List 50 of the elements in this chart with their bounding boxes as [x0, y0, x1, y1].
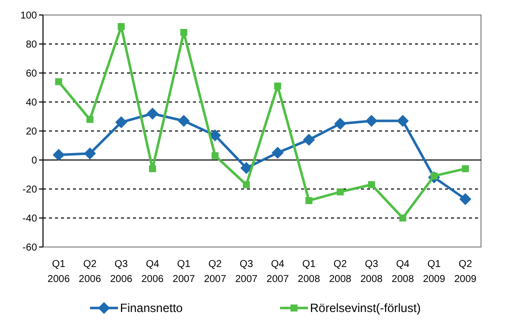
- point: [305, 197, 312, 204]
- x-tick-label: Q2 2006: [78, 259, 102, 285]
- y-tick-label: -60: [22, 242, 38, 254]
- point: [146, 108, 158, 120]
- y-tick-label: 100: [20, 10, 38, 22]
- point: [149, 165, 156, 172]
- point: [396, 114, 409, 127]
- point: [274, 82, 282, 90]
- x-tick-label: Q1 2007: [172, 259, 196, 285]
- legend-label: Rörelsevinst(-förlust): [310, 301, 421, 316]
- point: [462, 165, 469, 172]
- point: [368, 181, 375, 188]
- x-tick-label: Q2 2007: [204, 259, 227, 285]
- x-tick-label: Q1 2009: [422, 259, 446, 285]
- x-tick-label: Q4 2007: [266, 259, 290, 285]
- y-tick-label: 60: [26, 68, 38, 80]
- point: [459, 193, 472, 206]
- x-tick-label: Q3 2006: [110, 259, 133, 285]
- x-tick-label: Q4 2008: [392, 259, 414, 285]
- y-tick-label: 20: [26, 126, 38, 138]
- point: [240, 162, 252, 174]
- x-tick-label: Q3 2007: [235, 259, 258, 285]
- point: [115, 116, 128, 128]
- point: [302, 134, 315, 146]
- x-tick-label: Q2 2009: [454, 259, 477, 285]
- y-tick-label: 80: [26, 40, 38, 50]
- point: [336, 188, 344, 196]
- point: [84, 147, 96, 160]
- point: [52, 148, 65, 161]
- y-tick-label: 40: [26, 98, 38, 108]
- x-tick-label: Q4 2006: [141, 259, 164, 285]
- point: [178, 114, 190, 127]
- x-tick-label: Q1 2006: [48, 259, 70, 285]
- x-tick-label: Q1 2008: [298, 259, 320, 285]
- point: [272, 146, 284, 159]
- x-tick-label: Q2 2008: [329, 259, 352, 285]
- point: [212, 152, 219, 160]
- point: [86, 116, 94, 123]
- y-tick-label: 0: [31, 156, 38, 166]
- point: [366, 114, 378, 127]
- y-tick-label: -40: [22, 214, 38, 224]
- x-tick-label: Q3 2008: [360, 259, 384, 285]
- point: [334, 118, 346, 130]
- point: [118, 23, 125, 30]
- legend-label: Finansnetto: [120, 301, 184, 316]
- point: [55, 78, 62, 86]
- point: [399, 214, 406, 222]
- y-tick-label: -20: [22, 184, 38, 196]
- point: [180, 28, 188, 36]
- point: [242, 181, 250, 188]
